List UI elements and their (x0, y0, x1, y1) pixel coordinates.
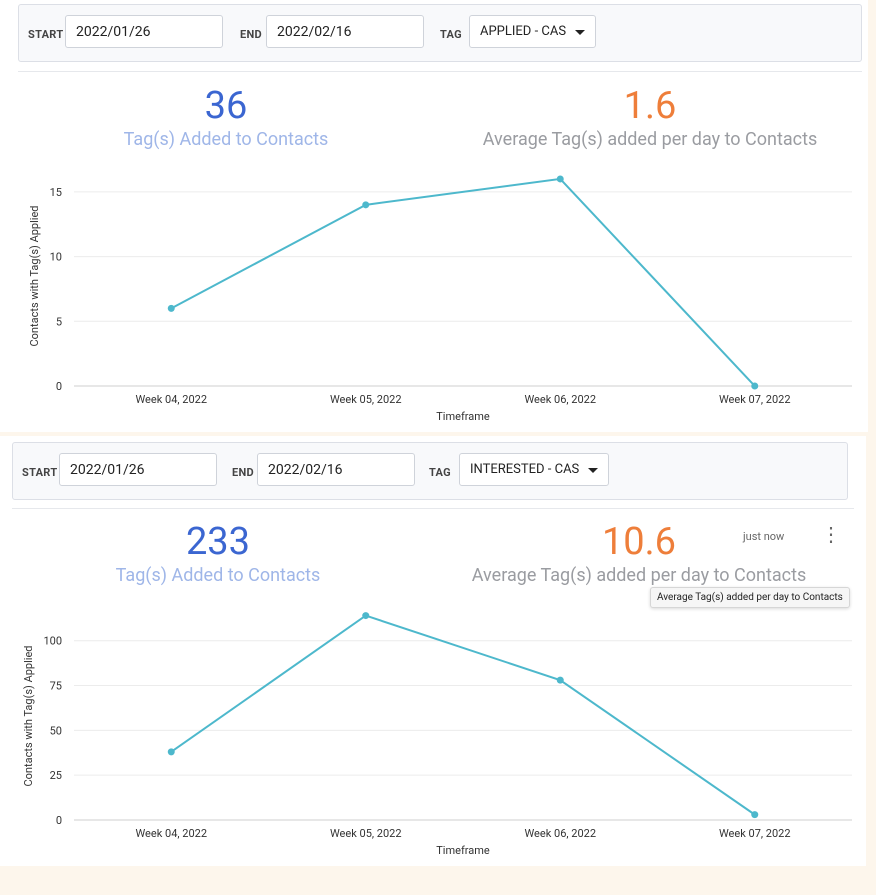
filter-bar: START 2022/01/26 END 2022/02/16 TAG INTE… (12, 442, 848, 500)
total-tags-label: Tag(s) Added to Contacts (123, 129, 329, 150)
y-tick-label: 0 (56, 814, 62, 827)
data-point (556, 676, 564, 684)
x-axis-title: Timeframe (436, 844, 490, 857)
average-tags-value: 10.6 (601, 520, 677, 564)
more-options-icon[interactable]: ⋮ (821, 522, 841, 546)
filter-bar: START 2022/01/26 END 2022/02/16 TAG APPL… (18, 4, 862, 62)
y-tick-label: 5 (56, 315, 62, 328)
average-tags-label: Average Tag(s) added per day to Contacts (471, 565, 807, 586)
data-point (167, 748, 175, 756)
series-line (170, 177, 756, 387)
line-chart: 0 25 50 75 100 Week 04, 2022 Week 05, 2022 Week… (22, 612, 852, 857)
y-tick-label: 50 (50, 724, 62, 737)
data-point (751, 811, 759, 819)
total-tags-label: Tag(s) Added to Contacts (115, 565, 321, 586)
divider (18, 71, 862, 72)
x-tick-label: Week 06, 2022 (524, 827, 596, 840)
y-tick-label: 25 (50, 769, 62, 782)
start-label: START (28, 28, 64, 41)
data-point (362, 201, 370, 209)
average-tags-value: 1.6 (623, 84, 677, 128)
y-tick-label: 15 (50, 186, 62, 199)
total-tags-value: 233 (185, 520, 251, 564)
start-date-input[interactable]: 2022/01/26 (59, 453, 217, 486)
divider (12, 508, 854, 509)
end-date-input[interactable]: 2022/02/16 (266, 15, 424, 48)
line-chart: 0 5 10 15 Week 04, 2022 Week 05, 2022 Week 06,… (28, 175, 852, 423)
last-updated-status: just now (743, 530, 785, 543)
x-tick-label: Week 04, 2022 (135, 827, 207, 840)
data-point (167, 304, 175, 312)
tag-select-value: INTERESTED - CAS (470, 462, 580, 477)
x-tick-label: Week 07, 2022 (719, 393, 791, 406)
chevron-down-icon (575, 30, 585, 35)
total-tags-value: 36 (204, 84, 248, 128)
x-tick-label: Week 05, 2022 (330, 827, 402, 840)
x-tick-label: Week 06, 2022 (524, 393, 596, 406)
data-point (556, 175, 564, 183)
tag-select[interactable]: APPLIED - CAS (469, 15, 596, 48)
tag-label: TAG (440, 28, 462, 41)
end-date-input[interactable]: 2022/02/16 (257, 453, 415, 486)
start-date-input[interactable]: 2022/01/26 (65, 15, 223, 48)
y-tick-label: 75 (50, 680, 62, 693)
chevron-down-icon (588, 468, 598, 473)
x-tick-label: Week 04, 2022 (135, 393, 207, 406)
report-panel-applied: START 2022/01/26 END 2022/02/16 TAG APPL… (0, 0, 868, 432)
tag-select-value: APPLIED - CAS (480, 24, 567, 39)
end-label: END (240, 28, 262, 41)
tag-label: TAG (429, 466, 451, 479)
x-axis-title: Timeframe (436, 410, 490, 423)
report-panel-interested: START 2022/01/26 END 2022/02/16 TAG INTE… (0, 436, 866, 866)
data-point (751, 382, 759, 390)
y-tick-label: 100 (43, 635, 62, 648)
y-tick-label: 10 (50, 251, 62, 264)
tag-select[interactable]: INTERESTED - CAS (459, 453, 609, 486)
series-line (170, 614, 756, 816)
average-tags-label: Average Tag(s) added per day to Contacts (482, 129, 818, 150)
end-label: END (232, 466, 254, 479)
start-label: START (22, 466, 58, 479)
tooltip: Average Tag(s) added per day to Contacts (650, 587, 850, 608)
y-axis-title: Contacts with Tag(s) Applied (22, 646, 35, 787)
x-tick-label: Week 05, 2022 (330, 393, 402, 406)
y-tick-label: 0 (56, 380, 62, 393)
x-tick-label: Week 07, 2022 (719, 827, 791, 840)
data-point (362, 612, 370, 620)
y-axis-title: Contacts with Tag(s) Applied (28, 206, 41, 347)
